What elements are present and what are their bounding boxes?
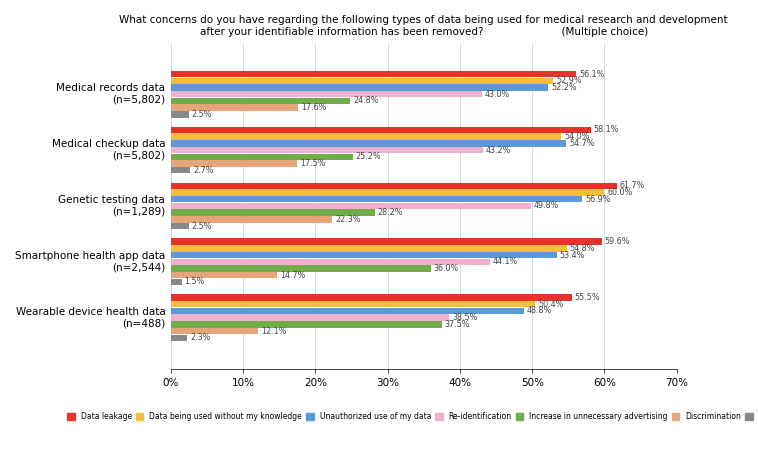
Bar	[171, 314, 449, 321]
Bar	[171, 335, 187, 341]
Bar	[171, 238, 602, 245]
Legend: Data leakage, Data being used without my knowledge, Unauthorized use of my data,: Data leakage, Data being used without my…	[64, 409, 758, 424]
Bar	[171, 272, 277, 278]
Text: 2.5%: 2.5%	[192, 110, 212, 119]
Bar	[171, 78, 553, 84]
Bar	[171, 203, 531, 209]
Text: 56.1%: 56.1%	[579, 69, 605, 79]
Bar	[171, 91, 481, 97]
Bar	[171, 216, 332, 223]
Text: 22.3%: 22.3%	[335, 215, 360, 224]
Text: 44.1%: 44.1%	[493, 257, 518, 266]
Bar	[171, 127, 590, 133]
Text: 55.5%: 55.5%	[575, 293, 600, 302]
Bar	[171, 223, 189, 229]
Bar	[171, 321, 442, 327]
Bar	[171, 160, 297, 167]
Bar	[171, 196, 582, 202]
Bar	[171, 301, 535, 307]
Bar	[171, 84, 548, 91]
Text: 53.4%: 53.4%	[559, 250, 585, 260]
Bar	[171, 252, 557, 258]
Bar	[171, 294, 572, 301]
Bar	[171, 245, 567, 251]
Bar	[171, 147, 483, 153]
Text: 52.9%: 52.9%	[556, 76, 581, 85]
Text: 52.2%: 52.2%	[551, 83, 577, 92]
Bar	[171, 189, 604, 196]
Text: 60.0%: 60.0%	[607, 188, 633, 197]
Text: 2.3%: 2.3%	[190, 333, 211, 342]
Bar	[171, 209, 374, 216]
Bar	[171, 111, 189, 118]
Bar	[171, 98, 350, 104]
Text: 24.8%: 24.8%	[353, 96, 378, 106]
Text: 12.1%: 12.1%	[262, 326, 287, 336]
Text: 37.5%: 37.5%	[445, 320, 470, 329]
Text: 56.9%: 56.9%	[585, 195, 610, 204]
Title: What concerns do you have regarding the following types of data being used for m: What concerns do you have regarding the …	[120, 15, 728, 37]
Text: 54.7%: 54.7%	[569, 139, 594, 148]
Bar	[171, 279, 182, 285]
Text: 58.1%: 58.1%	[594, 125, 619, 134]
Text: 50.4%: 50.4%	[538, 300, 563, 309]
Text: 1.5%: 1.5%	[184, 277, 205, 287]
Text: 54.0%: 54.0%	[564, 132, 590, 141]
Bar	[171, 140, 566, 147]
Text: 25.2%: 25.2%	[356, 152, 381, 161]
Bar	[171, 133, 561, 140]
Text: 54.8%: 54.8%	[570, 244, 595, 253]
Bar	[171, 182, 617, 189]
Text: 17.5%: 17.5%	[300, 159, 326, 168]
Text: 2.5%: 2.5%	[192, 221, 212, 231]
Text: 14.7%: 14.7%	[280, 271, 305, 280]
Text: 61.7%: 61.7%	[620, 181, 645, 190]
Bar	[171, 167, 190, 173]
Text: 48.8%: 48.8%	[526, 307, 552, 315]
Bar	[171, 258, 490, 265]
Text: 59.6%: 59.6%	[604, 237, 630, 246]
Text: 38.5%: 38.5%	[452, 313, 478, 322]
Text: 49.8%: 49.8%	[534, 201, 559, 210]
Text: 43.2%: 43.2%	[486, 145, 512, 155]
Text: 17.6%: 17.6%	[301, 103, 326, 112]
Bar	[171, 71, 576, 77]
Bar	[171, 104, 298, 111]
Bar	[171, 265, 431, 272]
Text: 2.7%: 2.7%	[193, 166, 214, 175]
Bar	[171, 308, 524, 314]
Bar	[171, 154, 353, 160]
Text: 28.2%: 28.2%	[377, 208, 403, 217]
Bar	[171, 328, 258, 334]
Text: 36.0%: 36.0%	[434, 264, 459, 273]
Text: 43.0%: 43.0%	[484, 90, 510, 99]
